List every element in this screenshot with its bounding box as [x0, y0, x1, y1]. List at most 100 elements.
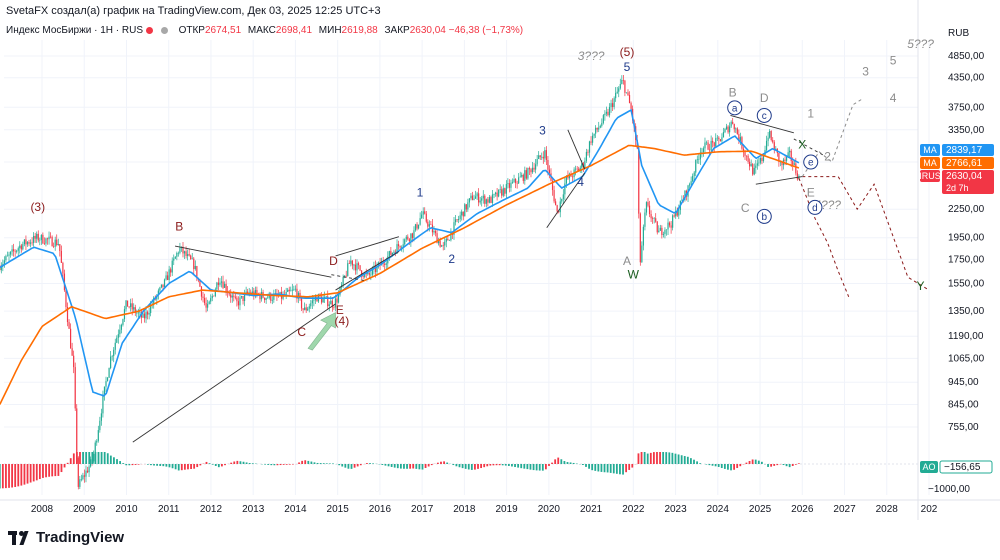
candle-body: [191, 258, 193, 260]
oscillator-bar: [366, 463, 368, 464]
wave-label[interactable]: E: [807, 185, 815, 199]
trend-line[interactable]: [755, 176, 803, 185]
candle-body: [296, 288, 298, 299]
candle-body: [16, 250, 18, 252]
oscillator-bar: [82, 452, 84, 464]
trend-line[interactable]: [335, 251, 400, 291]
candle-body: [230, 294, 232, 298]
oscillator-bar: [541, 464, 544, 471]
trend-line[interactable]: [331, 274, 368, 282]
wave-label[interactable]: D: [760, 91, 769, 105]
oscillator-bar: [717, 464, 720, 467]
symbol-name[interactable]: Индекс МосБиржи · 1Н · RUS: [6, 25, 144, 36]
wave-label[interactable]: D: [329, 254, 338, 268]
candle-body: [491, 194, 494, 203]
candle-body: [54, 239, 56, 247]
candle-body: [659, 227, 661, 231]
wave-label[interactable]: 1: [417, 185, 424, 199]
trend-line[interactable]: [132, 303, 336, 443]
wave-label[interactable]: (4): [335, 314, 350, 328]
candle-body: [785, 156, 788, 161]
wave-label[interactable]: (5): [620, 45, 635, 59]
wave-label[interactable]: B: [175, 220, 183, 234]
oscillator-bar: [495, 464, 498, 466]
oscillator-bar: [517, 464, 520, 468]
oscillator-bar: [683, 456, 686, 464]
y-tick-label: 3350,00: [948, 125, 985, 136]
candle-body: [790, 150, 792, 162]
wave-label[interactable]: 5: [624, 60, 631, 74]
wave-circle[interactable]: [807, 199, 823, 215]
oscillator-bar: [233, 461, 236, 464]
candle-body: [287, 289, 289, 292]
projection-path[interactable]: [802, 176, 930, 291]
oscillator-bar: [224, 464, 226, 466]
wave-label[interactable]: E: [336, 303, 344, 317]
trend-line[interactable]: [174, 245, 332, 278]
candle-body: [196, 266, 198, 279]
y-tick-label: 1350,00: [948, 306, 985, 317]
candle-body: [621, 79, 623, 85]
trend-line[interactable]: [335, 236, 400, 257]
candle-body: [299, 292, 301, 298]
oscillator-bar: [662, 452, 665, 464]
wave-circle[interactable]: [803, 154, 819, 170]
candle-body: [778, 153, 780, 162]
wave-label[interactable]: 5???: [907, 37, 934, 51]
wave-label[interactable]: 2: [448, 252, 455, 266]
candle-body: [49, 236, 52, 238]
trend-line[interactable]: [546, 172, 586, 229]
wave-label[interactable]: 2: [824, 150, 831, 164]
wave-label[interactable]: A: [623, 254, 631, 268]
candle-body: [17, 248, 19, 251]
brand-logo[interactable]: TradingView: [8, 529, 124, 546]
oscillator-bar: [582, 464, 584, 466]
ao-badge-name-bg: [920, 461, 938, 473]
ma-badge-value: 2839,17: [946, 145, 983, 156]
wave-label[interactable]: 4: [577, 175, 584, 189]
candle-body: [33, 235, 35, 243]
oscillator-bar: [399, 464, 402, 469]
projection-path[interactable]: [798, 177, 850, 297]
y-tick-label: 1950,00: [948, 233, 985, 244]
oscillator-bar: [387, 464, 390, 467]
wave-label[interactable]: 1: [807, 107, 814, 121]
wave-label[interactable]: 5: [890, 53, 897, 67]
wave-label[interactable]: 4: [890, 91, 897, 105]
wave-label[interactable]: Y: [917, 279, 925, 293]
oscillator-bar: [338, 464, 341, 466]
wave-label[interactable]: 3???: [578, 49, 605, 63]
wave-label[interactable]: W: [628, 267, 640, 281]
candle-body: [421, 214, 423, 219]
wave-label[interactable]: B: [729, 85, 737, 99]
candle-body: [556, 205, 558, 212]
trend-line[interactable]: [730, 115, 794, 134]
low-value: 2619,88: [341, 25, 378, 36]
wave-label[interactable]: C: [297, 325, 306, 339]
candle-body: [444, 241, 446, 246]
wave-circle[interactable]: [727, 100, 743, 116]
wave-label[interactable]: C: [741, 201, 750, 215]
candle-body: [467, 202, 469, 210]
wave-label[interactable]: 3: [862, 64, 869, 78]
x-tick-label: 2019: [495, 504, 518, 515]
oscillator-bar: [745, 462, 748, 464]
oscillator-bar: [29, 464, 32, 483]
wave-circle[interactable]: [756, 107, 772, 123]
wave-circle[interactable]: [756, 208, 772, 224]
wave-label[interactable]: 3: [539, 124, 546, 138]
candle-body: [702, 148, 705, 153]
oscillator-bar: [677, 454, 680, 464]
candle-body: [514, 179, 517, 183]
oscillator-bar: [470, 464, 473, 470]
trend-line[interactable]: [567, 129, 586, 170]
wave-label[interactable]: (3): [30, 200, 45, 214]
candle-body: [225, 283, 227, 292]
oscillator-bar: [591, 464, 594, 471]
oscillator-bar: [347, 464, 350, 469]
candle-body: [522, 174, 524, 181]
candle-body: [111, 356, 113, 357]
oscillator-bar: [341, 464, 344, 467]
wave-label[interactable]: X: [798, 138, 806, 152]
